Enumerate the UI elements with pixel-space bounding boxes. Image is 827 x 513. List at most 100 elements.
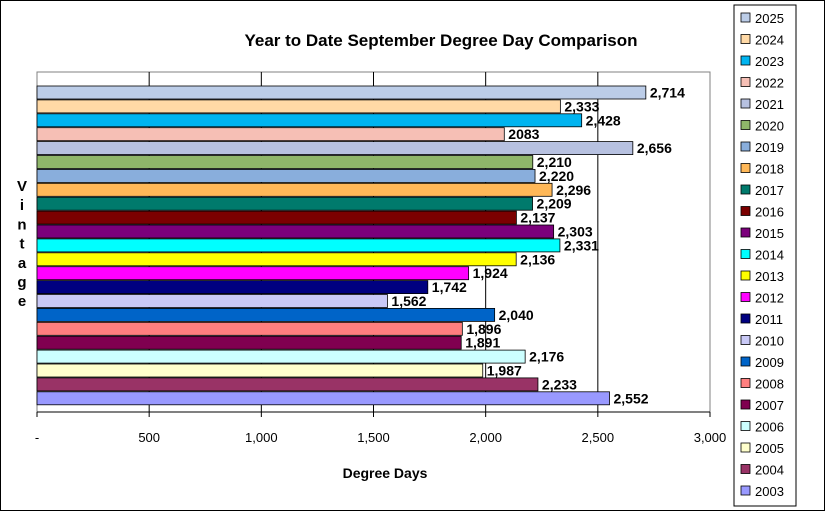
legend-swatch <box>740 335 751 345</box>
legend-entry: 2016 <box>755 205 784 220</box>
x-tick-label: 3,000 <box>694 430 727 445</box>
bar-2014 <box>36 238 561 253</box>
y-axis-label-letter: g <box>17 274 26 291</box>
legend-swatch <box>740 34 751 44</box>
legend-entry: 2018 <box>755 162 784 177</box>
legend-entry: 2012 <box>755 291 784 306</box>
plot-area: -500 1,000 1,500 2,000 2,500 3,0002,7142,3332… <box>35 71 727 445</box>
legend-swatch <box>740 292 751 302</box>
bar-2011 <box>36 280 429 295</box>
x-tick-label: 1,500 <box>357 430 390 445</box>
legend-swatch <box>740 399 751 410</box>
legend-entry: 2019 <box>755 140 784 155</box>
bar-2013 <box>36 252 517 267</box>
x-tick-label: - <box>35 430 39 445</box>
bar-2022 <box>36 127 505 142</box>
data-label: 2,303 <box>558 224 593 240</box>
legend-swatch <box>740 55 751 66</box>
legend-swatch <box>740 249 751 259</box>
legend-entry: 2008 <box>755 377 784 392</box>
legend-entry: 2020 <box>755 119 784 134</box>
data-label: 2083 <box>508 126 539 142</box>
bar-2007 <box>36 335 462 350</box>
data-label: 2,137 <box>520 210 555 226</box>
legend-entry: 2009 <box>755 355 784 370</box>
x-tick-label: 2,500 <box>582 430 615 445</box>
legend-swatch <box>740 313 751 324</box>
legend-swatch <box>740 270 751 281</box>
legend-entry: 2010 <box>755 334 784 349</box>
y-axis-label-letter: a <box>18 255 27 272</box>
bar-2006 <box>36 349 526 364</box>
data-label: 2,714 <box>650 85 685 101</box>
bar-2015 <box>36 224 555 239</box>
legend-entry: 2014 <box>755 248 784 263</box>
legend-swatch <box>740 77 751 87</box>
y-axis-label-letter: i <box>20 197 24 214</box>
legend-swatch <box>740 356 751 367</box>
bar-2008 <box>36 321 463 336</box>
data-label: 2,176 <box>529 349 564 365</box>
bar-2021 <box>36 141 634 156</box>
legend: 2025 2024 2023 2022 2021 2020 2019 2018 2017 2016… <box>733 4 797 507</box>
bar-2019 <box>36 168 536 183</box>
legend-swatch <box>740 464 751 474</box>
data-label: 2,040 <box>499 307 534 323</box>
legend-entry: 2015 <box>755 226 784 241</box>
data-label: 1,896 <box>466 321 501 337</box>
legend-swatch <box>740 163 751 173</box>
legend-entry: 2025 <box>755 11 784 26</box>
data-label: 2,210 <box>537 154 572 170</box>
data-label: 1,891 <box>465 335 500 351</box>
legend-entry: 2011 <box>755 312 783 327</box>
data-label: 1,987 <box>487 363 522 379</box>
bar-2004 <box>36 377 539 392</box>
chart-title: Year to Date September Degree Day Compar… <box>244 31 637 50</box>
bar-2017 <box>36 196 533 211</box>
data-label: 1,562 <box>391 293 426 309</box>
x-tick-label: 500 <box>138 430 160 445</box>
bar-2009 <box>36 307 496 322</box>
legend-swatch <box>740 120 751 130</box>
legend-swatch <box>740 184 751 195</box>
legend-entry: 2023 <box>755 54 784 69</box>
y-axis-label-letter: t <box>20 236 25 253</box>
legend-swatch <box>740 12 751 23</box>
data-label: 2,136 <box>520 251 555 267</box>
bar-2016 <box>36 210 517 225</box>
bar-2018 <box>36 182 553 197</box>
data-label: 2,220 <box>539 168 574 184</box>
data-label: 2,428 <box>586 112 621 128</box>
bar-2003 <box>36 391 610 406</box>
legend-entry: 2004 <box>755 463 784 478</box>
bar-2023 <box>36 113 583 128</box>
data-label: 2,233 <box>542 376 577 392</box>
legend-entry: 2022 <box>755 76 784 91</box>
data-label: 1,742 <box>432 279 467 295</box>
legend-swatch <box>740 141 751 152</box>
legend-swatch <box>740 485 751 496</box>
x-tick-label: 2,000 <box>469 430 502 445</box>
legend-entry: 2021 <box>755 97 784 112</box>
data-label: 2,296 <box>556 182 591 198</box>
data-label: 2,331 <box>564 237 599 253</box>
data-label: 1,924 <box>473 265 508 281</box>
data-label: 2,656 <box>637 140 672 156</box>
legend-swatch <box>740 421 751 431</box>
x-axis-label: Degree Days <box>343 465 428 481</box>
data-label: 2,209 <box>537 196 572 212</box>
legend-entry: 2013 <box>755 269 784 284</box>
legend-entry: 2005 <box>755 441 784 456</box>
legend-swatch <box>740 206 751 216</box>
legend-swatch <box>740 98 751 109</box>
legend-swatch <box>740 227 751 238</box>
legend-entry: 2024 <box>755 33 784 48</box>
data-label: 2,333 <box>564 98 599 114</box>
data-label: 2,552 <box>613 390 648 406</box>
legend-entry: 2006 <box>755 420 784 435</box>
legend-swatch <box>740 442 751 453</box>
bar-2025 <box>36 85 647 100</box>
bar-2024 <box>36 99 561 114</box>
bar-2020 <box>36 155 534 169</box>
